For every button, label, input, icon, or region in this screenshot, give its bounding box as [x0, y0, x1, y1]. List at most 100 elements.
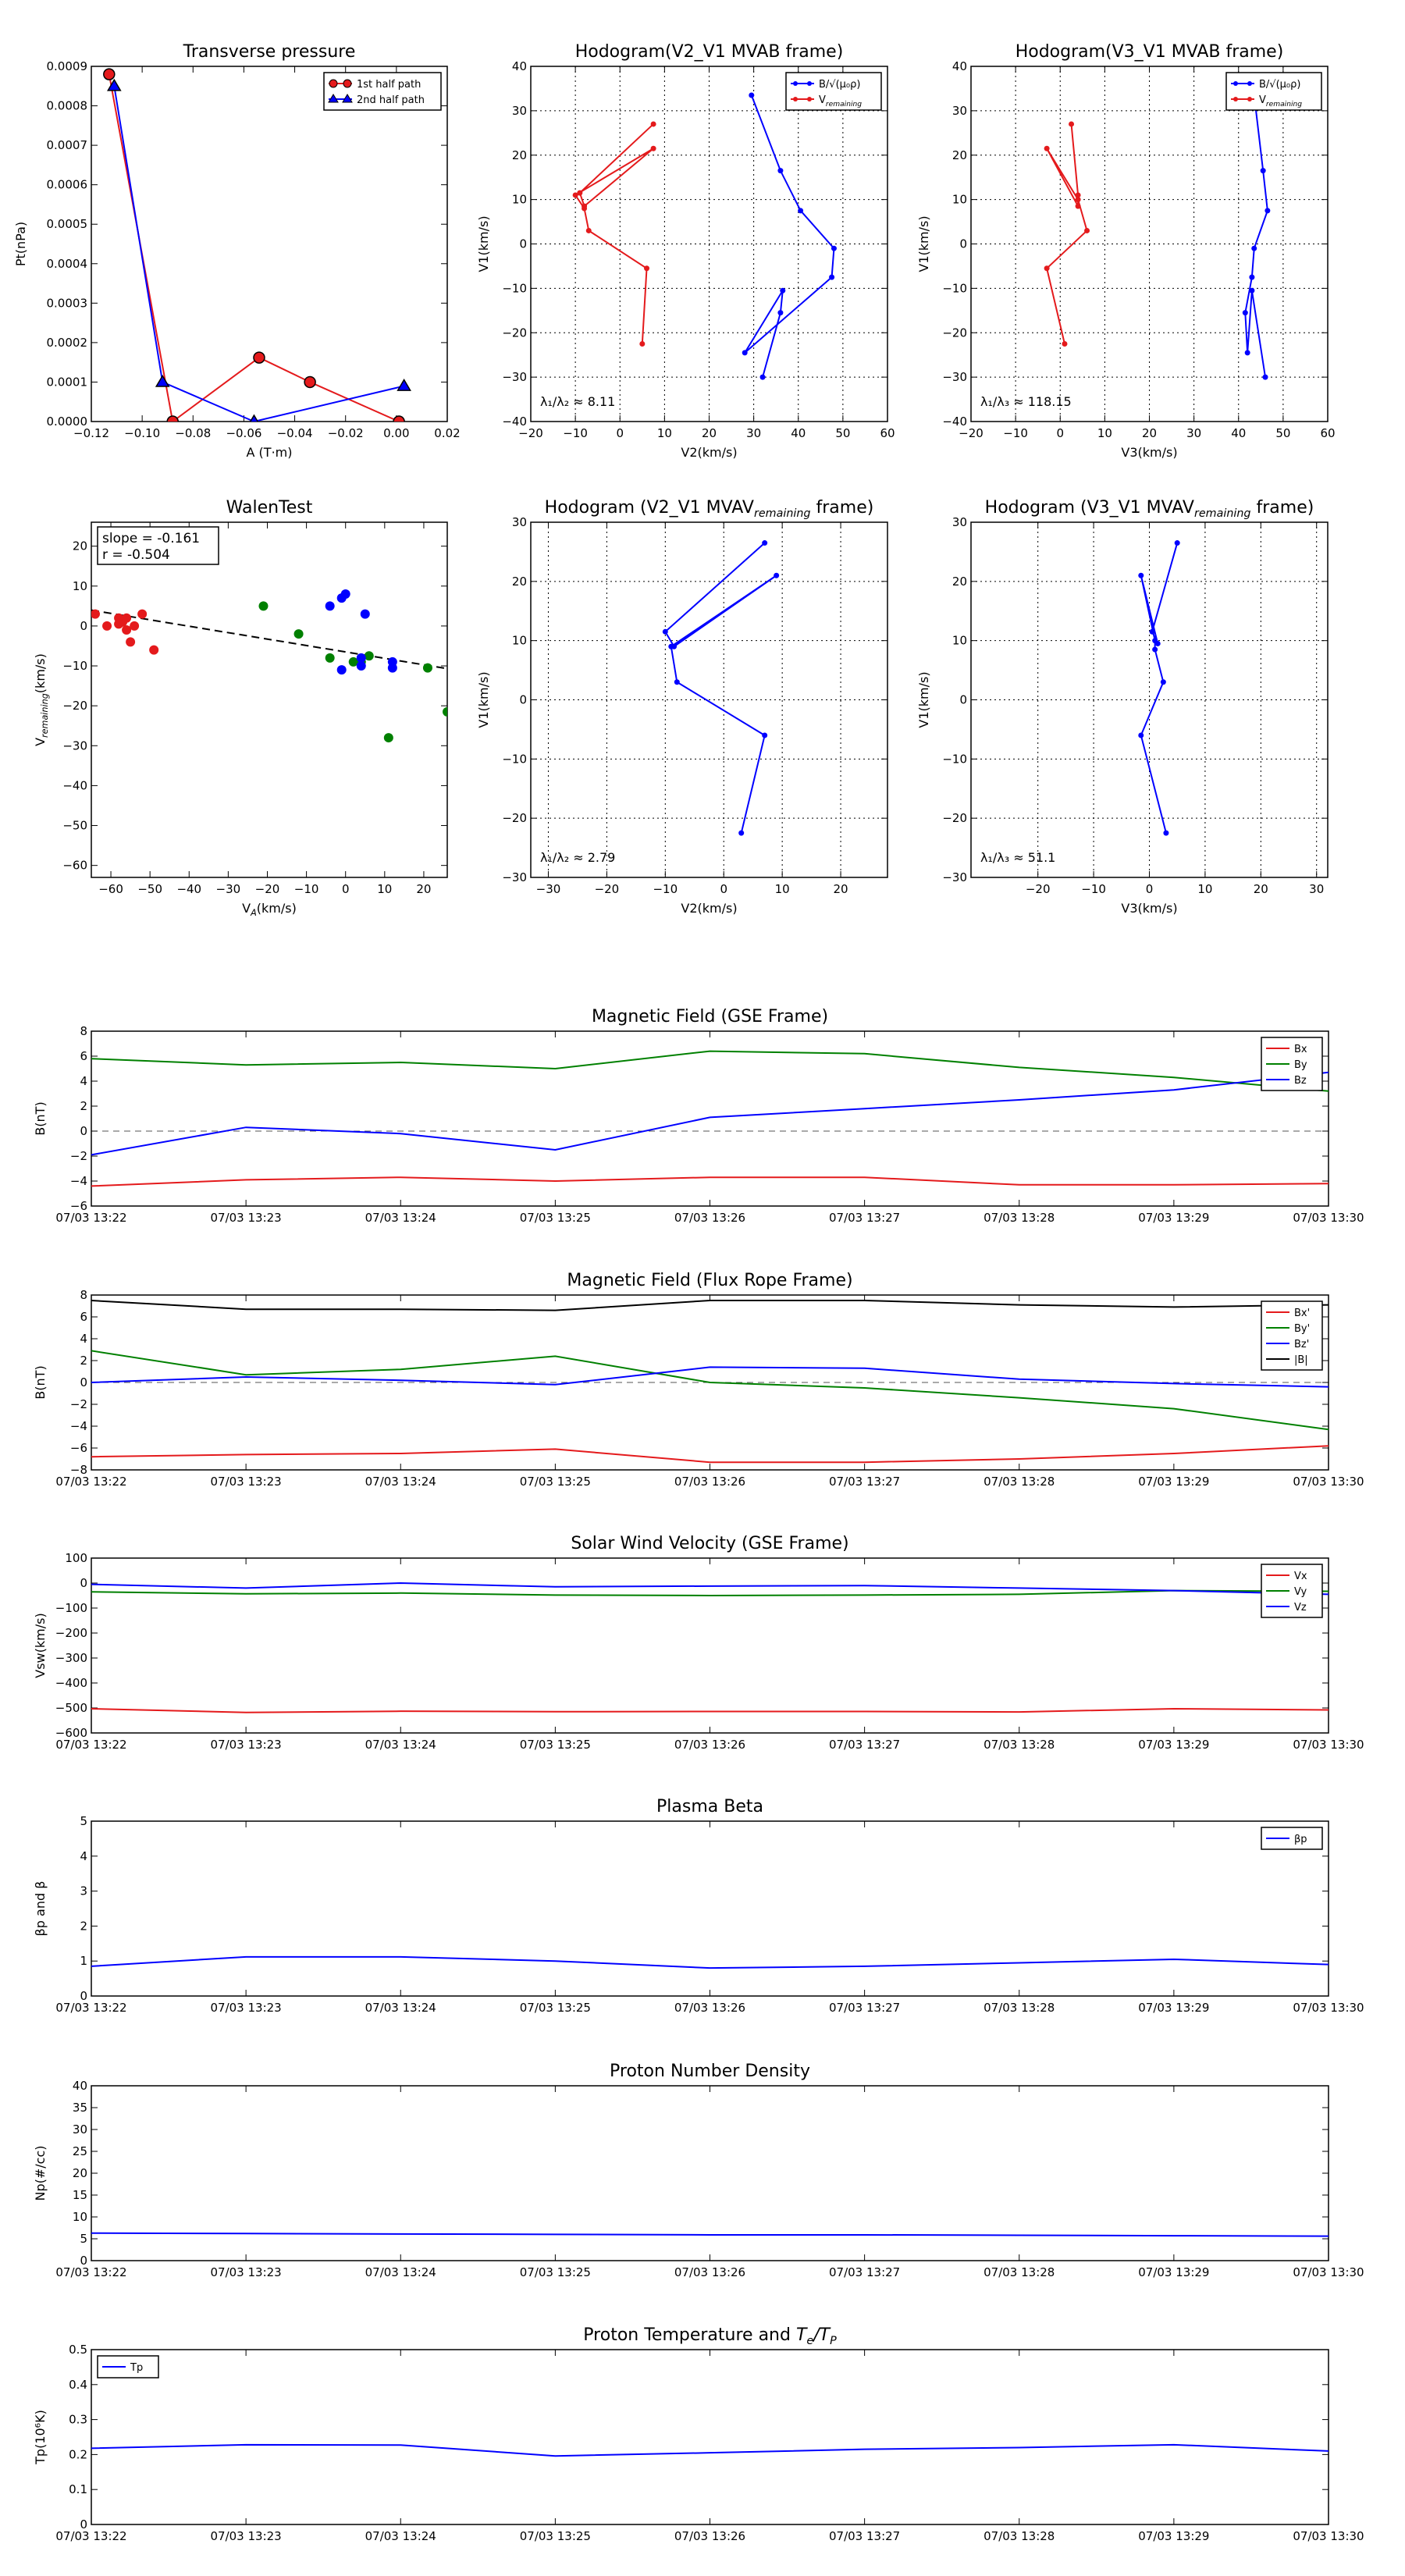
x-tick-label: 07/03 13:28	[984, 2529, 1055, 2543]
y-tick-label: 0	[959, 693, 967, 707]
y-tick-label: 2	[80, 1919, 87, 1933]
scatter-point	[356, 661, 366, 671]
walen-test-chart: −60 −50 −40 −30 −20 −10 0 10 20 −60 −50 −40 −30 −20 −1…	[33, 498, 448, 918]
y-tick-label: −30	[502, 370, 527, 384]
x-tick-label: 07/03 13:28	[984, 2001, 1055, 2015]
y-tick-label: 40	[512, 59, 527, 73]
data-point	[650, 121, 656, 127]
y-tick-label: 30	[512, 515, 527, 529]
y-tick-label: 5	[80, 1814, 87, 1828]
legend-marker	[807, 97, 812, 101]
legend-label: Bz'	[1294, 1339, 1309, 1350]
by-series-line	[91, 1050, 1329, 1092]
data-point	[1249, 287, 1255, 294]
x-tick-label: 0.02	[434, 426, 460, 440]
y-tick-label: 0.0004	[47, 257, 88, 271]
y-tick-label: 30	[73, 2122, 87, 2137]
plot-area	[91, 1955, 1329, 1969]
data-point	[1249, 274, 1255, 280]
data-point	[650, 145, 656, 151]
solar-wind-velocity-chart: −600 −500 −400 −300 −200 −100 0 100 07/03 13:22 0…	[33, 1534, 1364, 1752]
scatter-point	[114, 619, 124, 629]
x-tick-label: 10	[1097, 426, 1112, 440]
data-point	[1062, 340, 1068, 347]
by--series-line	[91, 1350, 1329, 1431]
scatter-point	[102, 621, 112, 631]
y-tick-label: 20	[73, 2166, 87, 2180]
y-tick-label: −60	[62, 859, 87, 873]
x-tick-label: 07/03 13:29	[1138, 2529, 1209, 2543]
-b--series-line	[91, 1300, 1329, 1311]
data-point	[668, 643, 674, 649]
x-tick-label: −20	[1026, 882, 1051, 896]
-p-series-line	[91, 1955, 1329, 1969]
x-tick-label: 07/03 13:27	[829, 2529, 900, 2543]
y-tick-label: 10	[73, 2210, 87, 2224]
data-point	[253, 351, 265, 364]
legend-label: B/√(μ₀ρ)	[819, 79, 860, 91]
y-tick-label: 20	[952, 148, 967, 162]
y-tick-label: 0.3	[69, 2413, 87, 2427]
y-tick-label: 0	[959, 237, 967, 251]
y-tick-label: 2	[80, 1354, 87, 1368]
y-axis-label: V1(km/s)	[916, 215, 931, 272]
eigen-ratio-annotation: λ₁/λ₃ ≈ 51.1	[980, 850, 1055, 865]
data-point	[249, 414, 259, 422]
legend: Vx Vy Vz	[1261, 1564, 1323, 1618]
x-tick-label: −20	[255, 882, 280, 896]
x-axis-label: V2(km/s)	[681, 445, 737, 460]
x-tick-label: 07/03 13:22	[55, 1475, 126, 1489]
legend-marker	[793, 81, 798, 86]
legend-label: Bz	[1294, 1075, 1307, 1087]
plasma-beta-chart: 0 1 2 3 4 5 07/03 13:22 07/03 13:23 07/03 13:24 0…	[33, 1797, 1364, 2015]
y-tick-label: 3	[80, 1884, 87, 1898]
x-tick-label: 30	[1186, 426, 1201, 440]
y-tick-label: 15	[73, 2188, 87, 2202]
scatter-point	[383, 733, 393, 743]
x-tick-label: 60	[880, 426, 895, 440]
eigen-ratio-annotation: λ₁/λ₃ ≈ 118.15	[980, 394, 1072, 409]
eigen-ratio-annotation: λ₁/λ₂ ≈ 8.11	[540, 394, 615, 409]
x-tick-label: 07/03 13:26	[674, 1211, 745, 1225]
legend-marker	[1233, 81, 1238, 86]
scatter-point	[293, 629, 304, 639]
x-tick-label: 0	[342, 882, 350, 896]
plot-frame	[91, 1820, 1329, 1997]
x-tick-label: 07/03 13:29	[1138, 1475, 1209, 1489]
legend-label-sub: remaining	[1266, 101, 1302, 109]
legend: B/√(μ₀ρ) Vremaining	[785, 72, 882, 111]
x-tick-label: −10	[294, 882, 319, 896]
x-tick-label: 07/03 13:24	[365, 2265, 436, 2279]
x-tick-label: 07/03 13:26	[674, 2001, 745, 2015]
x-axis-label: V3(km/s)	[1121, 445, 1177, 460]
x-tick-label: 07/03 13:29	[1138, 2265, 1209, 2279]
legend-marker	[1247, 97, 1252, 101]
plot-area	[91, 1300, 1329, 1464]
y-tick-label: −6	[70, 1199, 87, 1213]
plot-frame	[91, 2349, 1329, 2525]
y-tick-label: 0.0002	[47, 336, 88, 350]
x-tick-label: 30	[1309, 882, 1324, 896]
data-point	[742, 350, 748, 356]
x-tick-label: −10	[1081, 882, 1106, 896]
x-tick-label: −30	[216, 882, 241, 896]
tp-series-line	[91, 2443, 1329, 2457]
x-tick-label: 07/03 13:27	[829, 2265, 900, 2279]
plot-frame	[91, 66, 448, 422]
x-tick-label: −10	[653, 882, 678, 896]
series-0-series-line	[664, 542, 777, 834]
data-point	[585, 227, 592, 233]
x-tick-label: −20	[595, 882, 620, 896]
y-tick-label: 0	[80, 1989, 87, 2003]
y-tick-label: 0	[519, 693, 527, 707]
y-tick-label: 0.1	[69, 2482, 87, 2496]
scatter-point	[258, 601, 269, 611]
legend-label: Bx	[1294, 1044, 1307, 1055]
scatter-point	[325, 601, 335, 611]
y-tick-label: 25	[73, 2144, 87, 2158]
x-tick-label: −60	[98, 882, 123, 896]
data-point	[1084, 227, 1090, 233]
data-point	[1264, 208, 1271, 214]
x-tick-label: −20	[959, 426, 984, 440]
